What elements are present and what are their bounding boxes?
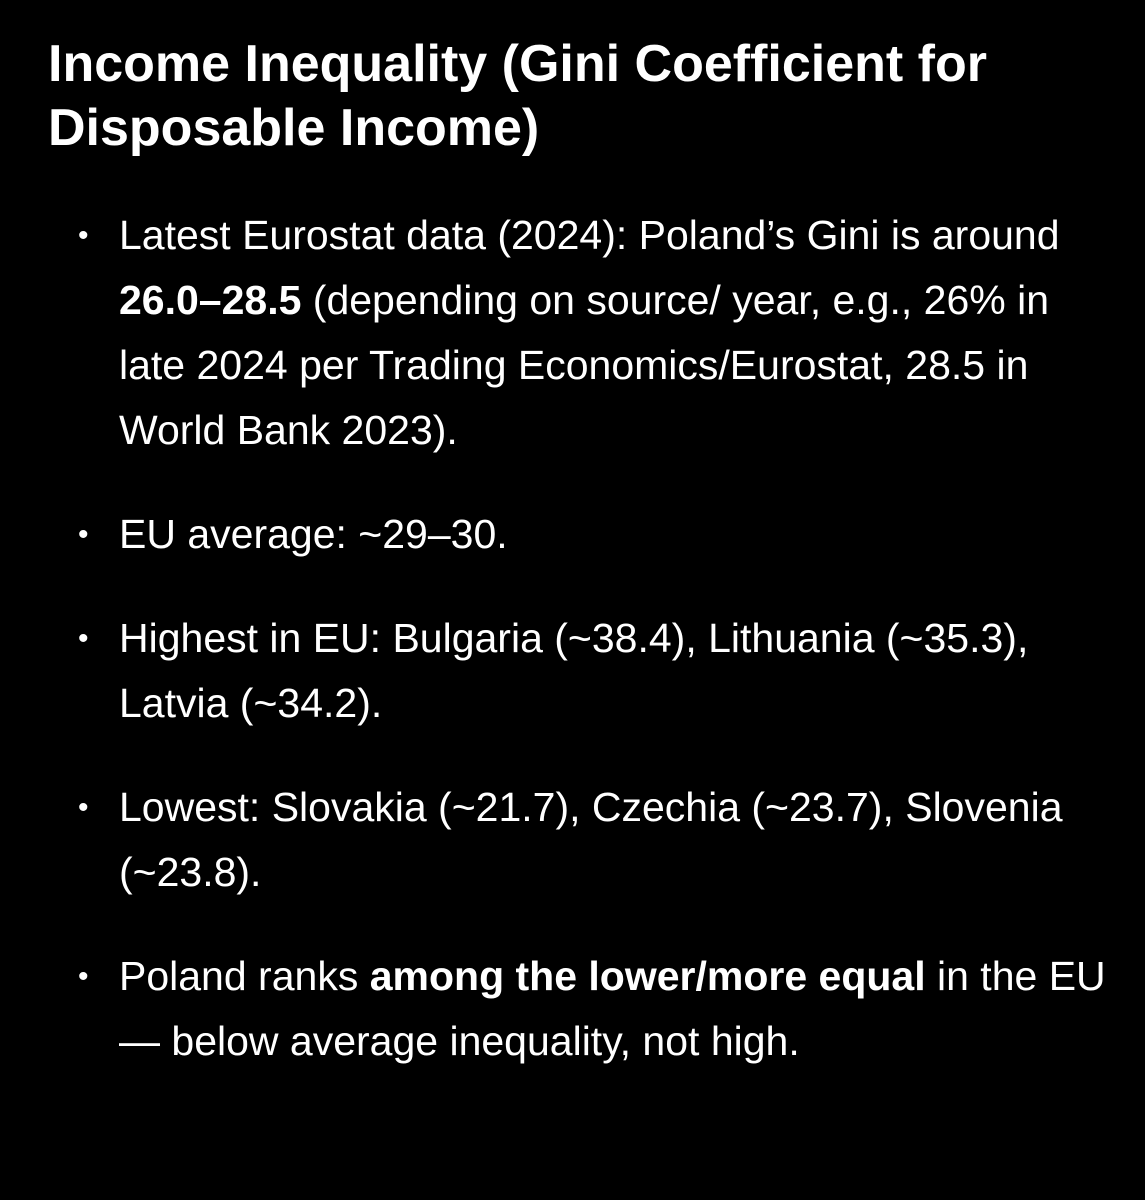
list-item: • Poland ranks among the lower/more equa… (48, 944, 1118, 1074)
item-text: Latest Eurostat data (2024): Poland’s Gi… (119, 212, 1060, 258)
section-title: Income Inequality (Gini Coefficient for … (48, 35, 987, 157)
bullet-marker: • (78, 219, 89, 252)
list-item: • Lowest: Slovakia (~21.7), Czechia (~23… (48, 775, 1118, 905)
message-content: Income Inequality (Gini Coefficient for … (48, 32, 1118, 1113)
bullet-marker: • (78, 791, 89, 824)
item-bold-text: 26.0–28.5 (119, 277, 302, 323)
list-item: • Latest Eurostat data (2024): Poland’s … (48, 203, 1118, 463)
list-item: • Highest in EU: Bulgaria (~38.4), Lithu… (48, 606, 1118, 736)
bullet-marker: • (78, 518, 89, 551)
bullet-marker: • (78, 622, 89, 655)
item-text: EU average: ~29–30. (119, 511, 508, 557)
bullet-marker: • (78, 960, 89, 993)
list-item: • EU average: ~29–30. (48, 502, 1118, 567)
item-text-tail: (depending on source/ year, e.g., 26% in… (119, 277, 1050, 453)
bullet-list: • Latest Eurostat data (2024): Poland’s … (48, 203, 1118, 1074)
item-text: Highest in EU: Bulgaria (~38.4), Lithuan… (119, 615, 1029, 726)
item-text: Poland ranks (119, 953, 370, 999)
item-text: Lowest: Slovakia (~21.7), Czechia (~23.7… (119, 784, 1063, 895)
item-bold-text: among the lower/more equal (369, 953, 926, 999)
item-text-tail: in the EU — below average inequality, no… (119, 953, 1106, 1064)
